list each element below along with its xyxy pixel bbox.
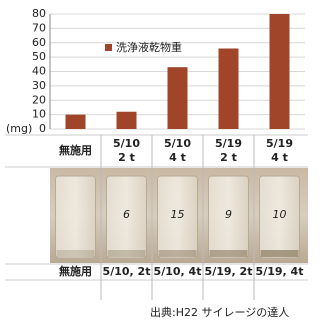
bar [66,115,86,129]
photo-label: 5/10, 2t [103,265,151,278]
y-tick-label: 30 [32,79,46,92]
sediment [57,250,95,257]
photo-label: 5/10, 4t [154,265,202,278]
y-tick-label: 40 [32,65,46,78]
jar-mark: 10 [273,208,287,221]
y-unit: (mg) [6,122,32,135]
jar-mark: 9 [225,208,232,221]
photo-label: 5/19, 2t [205,265,253,278]
y-tick-label: 50 [32,50,46,63]
photo-label: 無施用 [59,264,92,278]
jar-mark: 15 [171,208,185,221]
legend-swatch [105,44,112,51]
y-tick-label: 60 [32,36,46,49]
bar [117,112,137,129]
sediment [210,250,248,257]
source: 出典:H22 サイレージの達人 [150,305,289,319]
jar-mark: 6 [123,208,130,221]
bar [219,49,239,130]
y-tick-label: 10 [32,108,46,121]
sediment [108,250,146,257]
sediment [159,250,197,257]
y-tick-label: 0 [39,122,46,135]
legend-label: 洗浄液乾物重 [116,40,182,54]
photo-label: 5/19, 4t [256,265,304,278]
bar [270,14,290,129]
sediment [261,250,299,257]
bar [168,67,188,129]
chart: 出典:H22 サイレージの達人 01020304050607080(mg)洗浄液… [0,0,310,327]
jar [56,176,96,258]
y-tick-label: 20 [32,93,46,106]
y-tick-label: 80 [32,7,46,20]
x-tick-label: 無施用 [59,143,92,157]
y-tick-label: 70 [32,21,46,34]
